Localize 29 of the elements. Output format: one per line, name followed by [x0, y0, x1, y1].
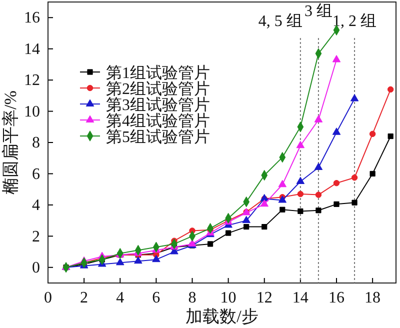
legend-label: 第2组试验管片 — [106, 80, 210, 98]
x-tick-label: 16 — [328, 289, 344, 306]
x-tick-label: 0 — [44, 289, 52, 306]
y-tick-label: 10 — [24, 103, 40, 120]
legend-label: 第1组试验管片 — [106, 64, 210, 82]
y-tick-label: 12 — [24, 72, 40, 90]
ref-line-label: 4, 5 组 — [258, 13, 302, 30]
y-tick-label: 4 — [32, 197, 40, 214]
legend-label: 第3组试验管片 — [106, 96, 210, 114]
x-tick-label: 4 — [116, 289, 124, 306]
x-tick-label: 6 — [152, 289, 160, 306]
x-tick-label: 8 — [188, 289, 196, 306]
ref-line-label: 3 组 — [304, 3, 332, 20]
y-tick-label: 16 — [24, 10, 40, 27]
y-tick-label: 8 — [32, 134, 40, 152]
x-tick-label: 14 — [292, 289, 308, 306]
y-tick-label: 2 — [32, 228, 40, 246]
legend-label: 第4组试验管片 — [106, 112, 210, 130]
x-tick-label: 18 — [364, 289, 381, 306]
x-tick-label: 10 — [220, 289, 236, 306]
ref-line-label: 1, 2 组 — [332, 13, 377, 30]
y-tick-label: 14 — [24, 40, 40, 58]
y-tick-label: 0 — [32, 260, 40, 277]
legend-label: 第5组试验管片 — [106, 128, 210, 146]
x-tick-label: 12 — [256, 289, 272, 306]
x-tick-label: 2 — [80, 289, 88, 306]
y-tick-label: 6 — [32, 166, 40, 183]
x-axis-title: 加载数/步 — [186, 307, 258, 326]
y-axis-title: 椭圆扁平率/% — [1, 90, 20, 194]
